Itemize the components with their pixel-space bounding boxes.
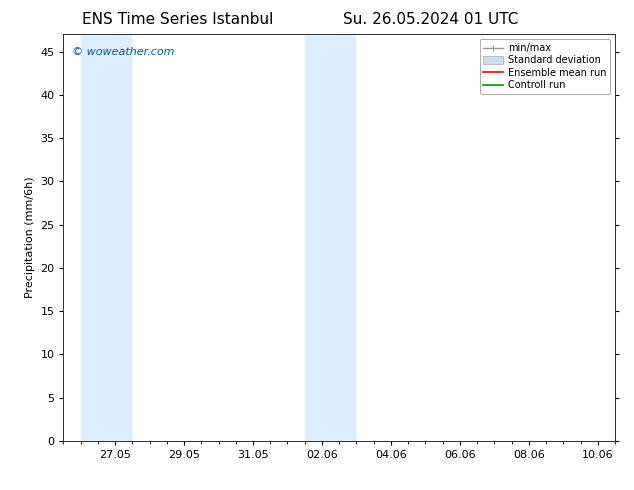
Text: © woweather.com: © woweather.com: [72, 47, 174, 56]
Text: Su. 26.05.2024 01 UTC: Su. 26.05.2024 01 UTC: [344, 12, 519, 27]
Legend: min/max, Standard deviation, Ensemble mean run, Controll run: min/max, Standard deviation, Ensemble me…: [479, 39, 610, 94]
Bar: [81, 34, 133, 441]
Y-axis label: Precipitation (mm/6h): Precipitation (mm/6h): [25, 177, 35, 298]
Bar: [305, 34, 356, 441]
Text: ENS Time Series Istanbul: ENS Time Series Istanbul: [82, 12, 273, 27]
